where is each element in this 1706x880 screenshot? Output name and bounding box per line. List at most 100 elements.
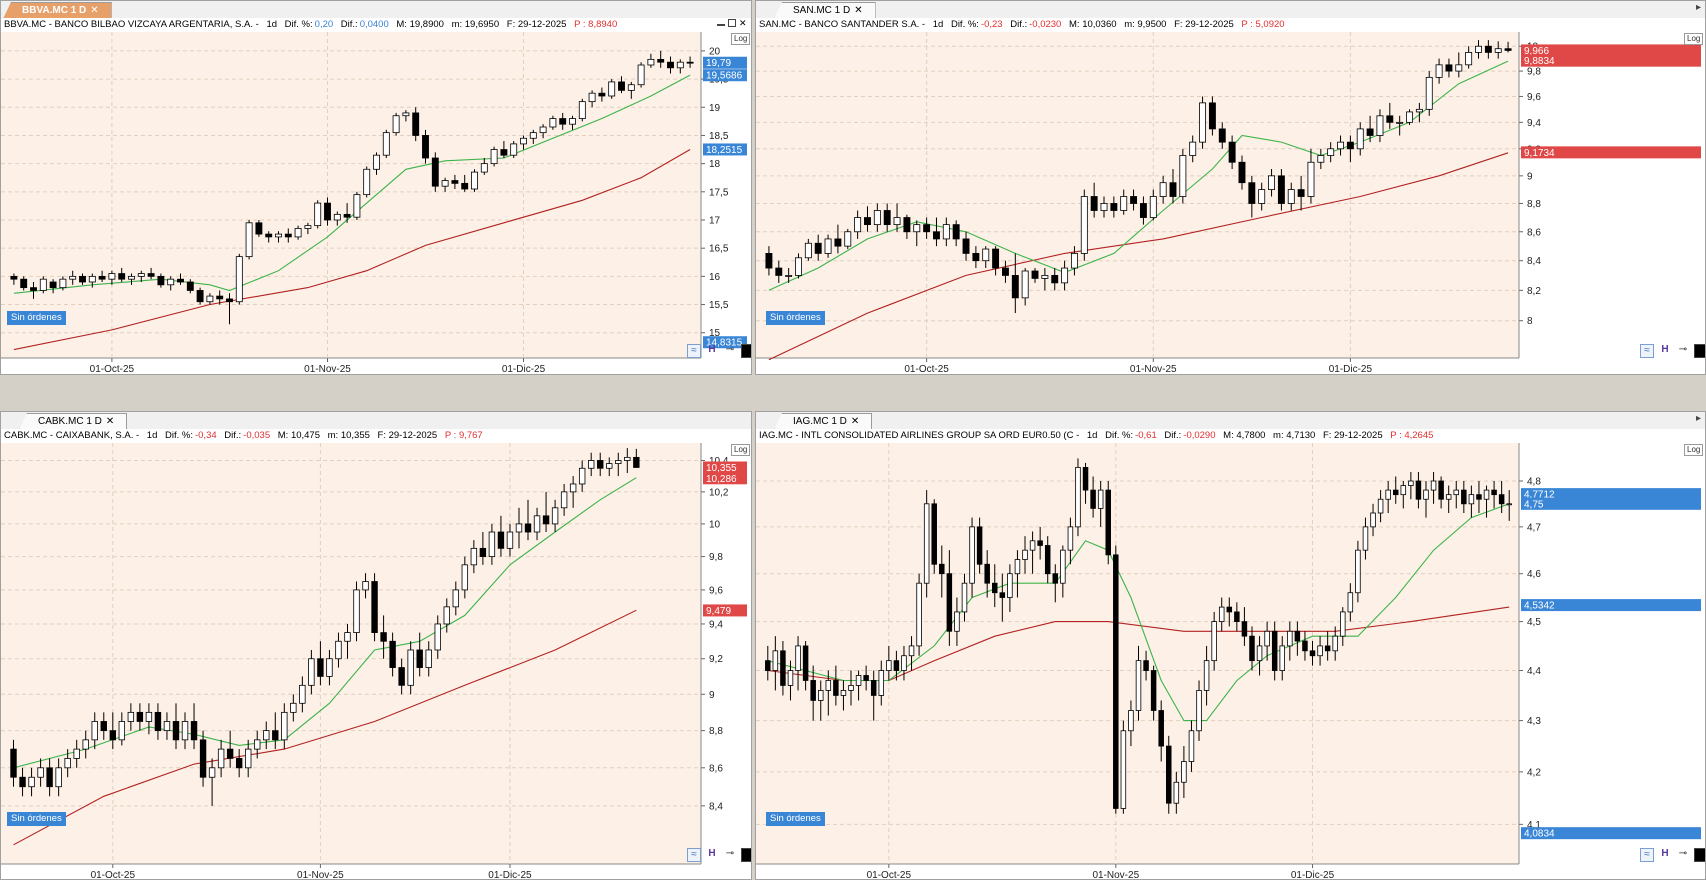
chevron-right-icon[interactable]: ▸ xyxy=(1695,2,1701,13)
candle-body xyxy=(1271,630,1278,671)
dif-label: Dif.: xyxy=(1010,19,1028,30)
close-icon[interactable]: ✕ xyxy=(854,5,863,16)
symbol-name: SAN.MC - BANCO SANTANDER S.A. - xyxy=(759,19,926,30)
dif-pct-value: -0,61 xyxy=(1135,430,1157,441)
chart-panel-san: SAN.MC 1 D ✕ ▸ SAN.MC - BANCO SANTANDER S… xyxy=(755,0,1706,375)
black-square-icon[interactable] xyxy=(1694,344,1705,358)
candle xyxy=(1461,481,1467,514)
candle xyxy=(254,730,261,759)
h-icon[interactable]: H xyxy=(708,848,716,859)
period: 1d xyxy=(146,430,158,441)
tab-san[interactable]: SAN.MC 1 D ✕ xyxy=(774,2,876,19)
candle xyxy=(335,632,342,668)
candle xyxy=(587,452,595,477)
y-axis-area xyxy=(1519,32,1705,374)
candle-body xyxy=(848,685,854,691)
pin-icon[interactable]: ⊸ xyxy=(1678,344,1688,355)
candle xyxy=(647,53,655,68)
pin-icon[interactable]: ⊸ xyxy=(725,848,735,859)
candle xyxy=(69,270,77,285)
pin-icon[interactable]: ⊸ xyxy=(725,344,735,355)
candle-body xyxy=(147,273,155,277)
black-square-icon[interactable] xyxy=(741,344,751,358)
candle xyxy=(848,670,854,706)
tab-iag[interactable]: IAG.MC 1 D ✕ xyxy=(774,413,873,430)
candle xyxy=(657,50,665,68)
tab-cabk[interactable]: CABK.MC 1 D ✕ xyxy=(19,413,128,430)
log-toggle[interactable]: Log xyxy=(1684,444,1704,456)
maximize-icon[interactable] xyxy=(728,19,736,27)
candle xyxy=(1277,169,1285,211)
candle xyxy=(226,293,233,325)
log-toggle[interactable]: Log xyxy=(731,444,751,456)
dif-value: 0,0400 xyxy=(359,19,389,30)
h-icon[interactable]: H xyxy=(1661,848,1669,859)
candle-body xyxy=(10,275,18,280)
candle xyxy=(873,203,881,232)
price-chart[interactable]: 4,8 4,7 4,6 4,5 4,4 4,3 4,2 4,1 01-Oct-25 01-Nov-… xyxy=(756,443,1705,880)
candle xyxy=(1287,621,1293,661)
candle xyxy=(1430,471,1437,504)
price-tag: 19,79 xyxy=(703,56,747,69)
wave-icon[interactable]: ≈ xyxy=(687,848,701,862)
candle xyxy=(1208,96,1216,136)
candle-body xyxy=(470,547,478,566)
wave-icon[interactable]: ≈ xyxy=(1640,344,1654,358)
candle xyxy=(578,98,586,122)
candle xyxy=(840,680,847,711)
candle-body xyxy=(1211,621,1217,662)
candle xyxy=(533,507,541,541)
candle-body xyxy=(999,592,1006,598)
candle-body xyxy=(1238,161,1246,184)
candle xyxy=(1031,268,1039,283)
close-icon[interactable]: ✕ xyxy=(850,416,860,427)
candle-body xyxy=(181,721,189,741)
close-icon[interactable]: ✕ xyxy=(90,5,99,16)
candle xyxy=(1327,142,1335,163)
candle xyxy=(1498,481,1505,514)
close-icon[interactable]: ✕ xyxy=(105,416,115,427)
candle xyxy=(471,169,478,192)
candle-body xyxy=(780,650,786,686)
min-value: m: 19,6950 xyxy=(451,19,500,30)
candle-body xyxy=(208,767,216,778)
price-chart[interactable]: 10,4 10,2 10 9,8 9,6 9,4 9,2 9 8,8 8,6 8,4 01-Oct-2… xyxy=(1,443,751,880)
candle-body xyxy=(510,143,518,156)
orders-button[interactable]: Sin órdenes xyxy=(766,812,825,826)
candle xyxy=(1271,621,1278,681)
candle xyxy=(49,279,57,294)
orders-button[interactable]: Sin órdenes xyxy=(7,311,66,325)
candle-body xyxy=(461,564,469,591)
wave-icon[interactable]: ≈ xyxy=(1640,848,1654,862)
h-icon[interactable]: H xyxy=(708,344,716,355)
candle xyxy=(883,203,891,232)
candle xyxy=(833,665,839,706)
log-toggle[interactable]: Log xyxy=(731,33,751,45)
orders-button[interactable]: Sin órdenes xyxy=(7,812,66,826)
candle-body xyxy=(443,606,450,625)
price-tag: 9,1734 xyxy=(1521,146,1701,159)
log-toggle[interactable]: Log xyxy=(1684,33,1704,45)
chevron-right-icon[interactable]: ▸ xyxy=(1695,413,1701,424)
candle xyxy=(82,730,89,759)
price-tag-label: 9,1734 xyxy=(1524,148,1555,159)
minimize-icon[interactable] xyxy=(717,19,725,26)
price-tag: 4,75 xyxy=(1521,497,1701,510)
h-icon[interactable]: H xyxy=(1661,344,1669,355)
pin-icon[interactable]: ⊸ xyxy=(1678,848,1688,859)
candle xyxy=(1366,115,1374,143)
black-square-icon[interactable] xyxy=(1694,848,1705,862)
tab-bar: CABK.MC 1 D ✕ xyxy=(1,412,751,430)
orders-button[interactable]: Sin órdenes xyxy=(766,311,825,325)
tab-bbva[interactable]: BBVA.MC 1 D ✕ xyxy=(3,2,112,19)
price-chart[interactable]: 2019,51918,51817,51716,51615,51501-Oct-2… xyxy=(1,32,751,375)
price-tag: 4,7712 xyxy=(1521,488,1701,501)
close-window-icon[interactable]: ✕ xyxy=(739,18,747,28)
candle xyxy=(1075,458,1081,537)
wave-icon[interactable]: ≈ xyxy=(687,344,701,358)
candle-body xyxy=(416,649,423,668)
candle-body xyxy=(1139,203,1147,218)
price-chart[interactable]: 109,89,69,49,298,88,68,48,2801-Oct-2501-… xyxy=(756,32,1705,375)
candle xyxy=(1346,135,1354,163)
black-square-icon[interactable] xyxy=(741,848,751,862)
